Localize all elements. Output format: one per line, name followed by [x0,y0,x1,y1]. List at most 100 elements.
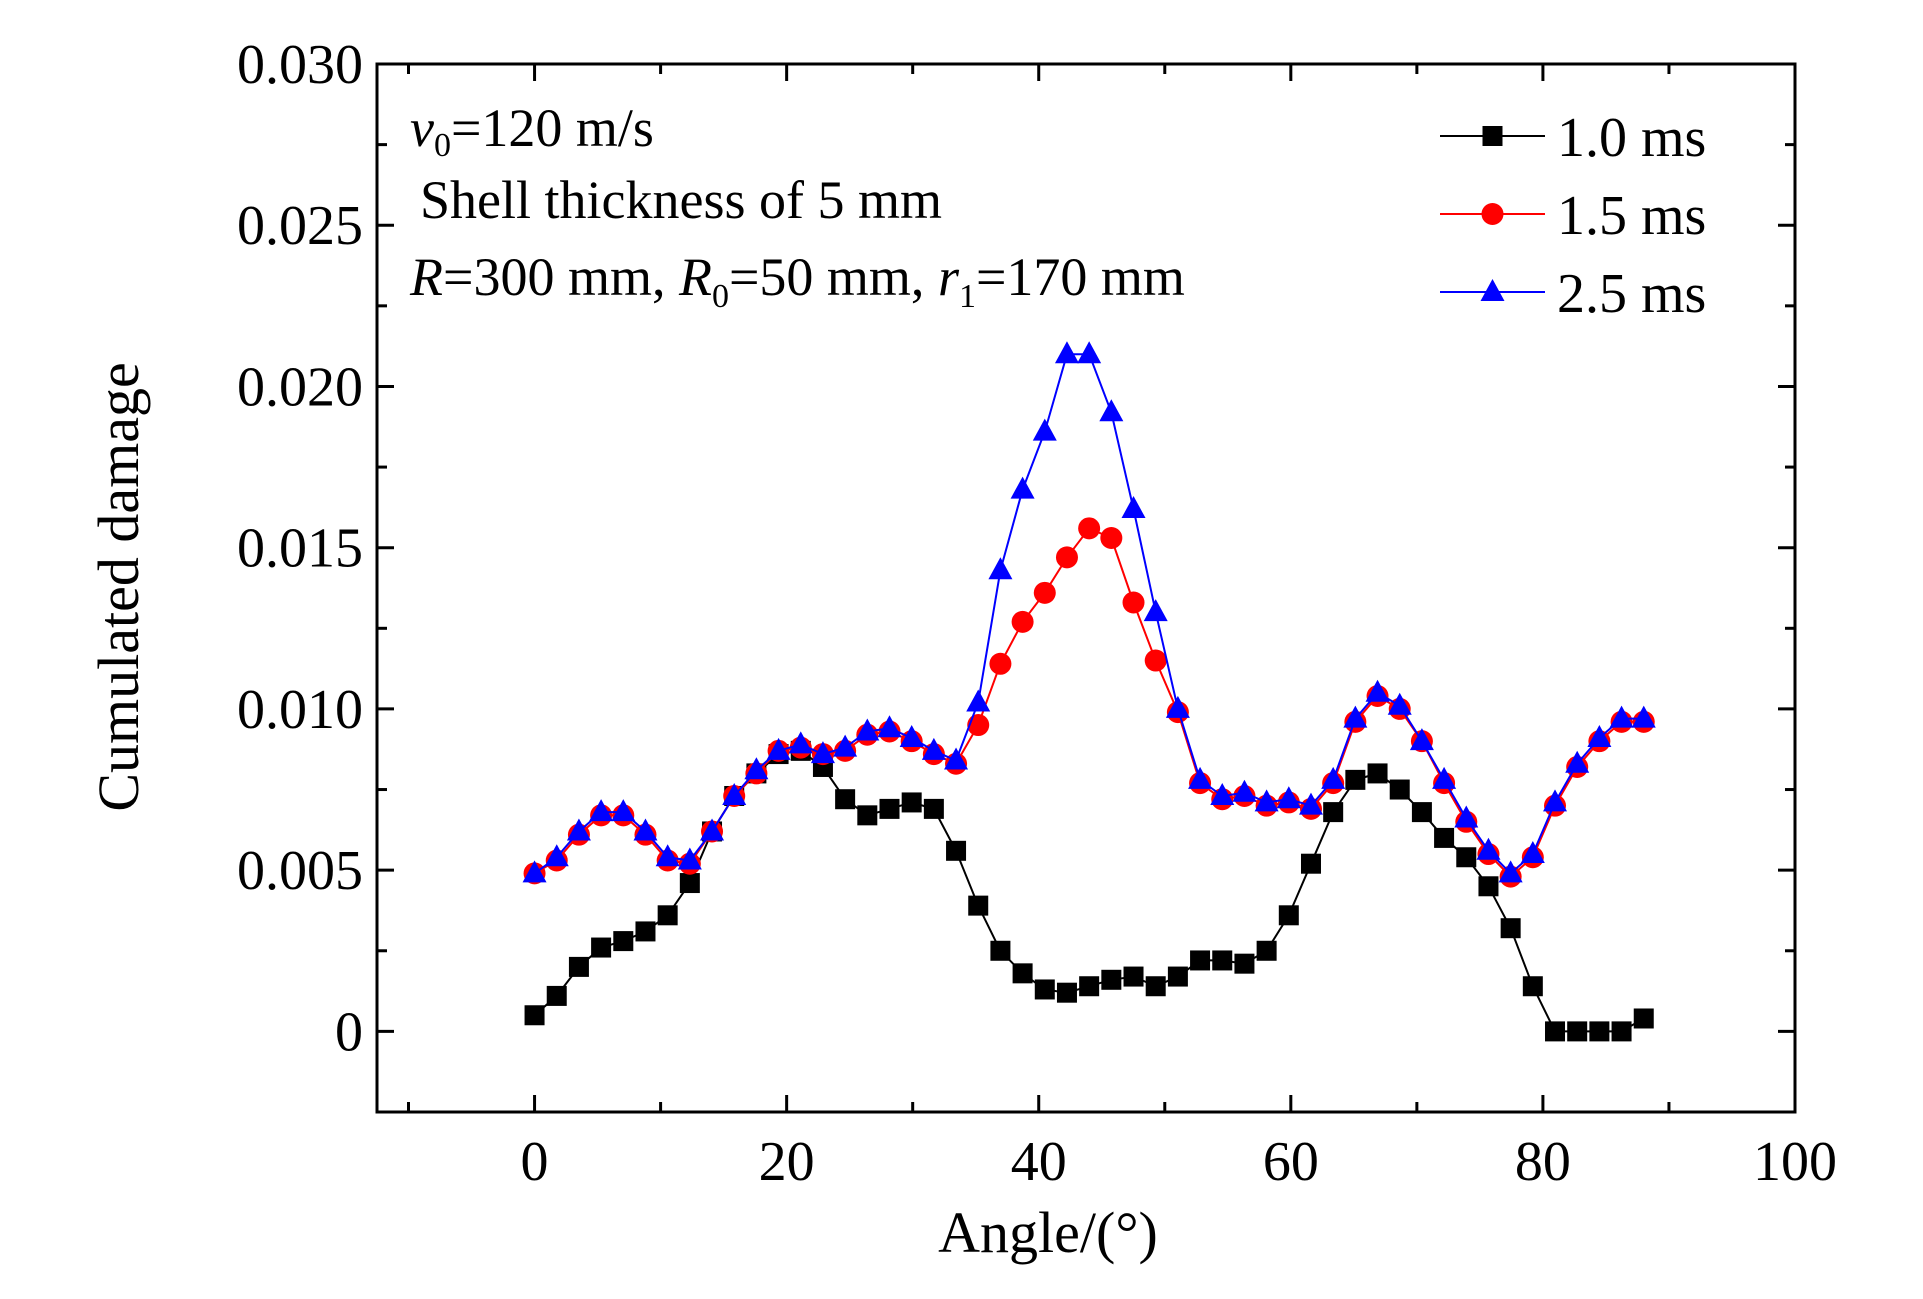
data-point [1101,969,1122,990]
legend-marker [1482,126,1503,146]
data-point [877,715,902,738]
x-tick-label: 20 [759,1131,815,1193]
x-tick-label: 60 [1263,1131,1319,1193]
data-point [855,718,880,741]
y-tick-label: 0.020 [237,356,363,418]
data-point [1232,779,1257,802]
data-point [1631,705,1656,728]
data-point [1520,841,1545,864]
annotation-velocity-value: =120 m/s [451,98,654,158]
data-point [1611,1021,1632,1042]
data-point [1276,786,1301,809]
data-point [1411,802,1432,823]
data-point [1545,1021,1566,1042]
data-point [1254,789,1279,812]
annotation-block: v0=120 m/s Shell thickness of 5 mm R=300… [409,98,1185,315]
data-point [744,757,769,780]
data-point [1589,1021,1610,1042]
legend-item: 1.0 ms [1440,107,1706,169]
data-point [568,956,589,977]
data-point [857,805,878,826]
annotation-radii: R=300 mm, R0=50 mm, r1=170 mm [409,247,1185,315]
data-point [1033,581,1056,604]
data-point [1122,591,1145,614]
legend-marker [1481,203,1504,225]
data-point [677,847,702,870]
legend-item: 2.5 ms [1440,263,1706,325]
data-point [1500,918,1521,939]
data-point [611,799,636,822]
data-point [1567,1021,1588,1042]
y-axis-title: Cumulated damage [86,362,151,811]
data-point [968,895,989,916]
data-point [1121,495,1146,518]
data-point [1498,860,1523,883]
data-point [1055,546,1078,569]
annotation-r1-subscript: 1 [959,278,976,315]
data-point [1034,979,1055,1000]
data-point [1010,476,1035,499]
data-point [1300,853,1321,874]
data-point [1100,527,1123,550]
data-point [1609,705,1634,728]
data-point [1633,1008,1654,1029]
data-point [901,792,922,813]
annotation-R0-value: =50 mm, [729,247,938,307]
x-tick-label: 0 [521,1131,549,1193]
data-point [835,789,856,810]
data-point [1056,982,1077,1003]
data-point [1167,966,1188,987]
annotation-velocity-symbol: v [410,98,434,158]
data-point [788,731,813,754]
data-point [921,737,946,760]
data-point [1077,341,1102,364]
x-tick-label: 100 [1753,1131,1837,1193]
data-point [1212,950,1233,971]
data-point [1587,724,1612,747]
data-point [522,860,547,883]
data-point [923,798,944,819]
annotation-velocity-subscript: 0 [434,127,451,164]
data-point [566,818,591,841]
legend-label: 2.5 ms [1557,263,1706,325]
data-point [990,940,1011,961]
data-point [879,798,900,819]
data-point [1434,827,1455,848]
data-point [1210,782,1235,805]
data-point [1367,763,1388,784]
data-point [1079,976,1100,997]
data-point [1522,976,1543,997]
data-point [1165,695,1190,718]
data-point [1234,953,1255,974]
data-point [655,844,680,867]
data-point [1256,940,1277,961]
data-point [524,1005,545,1026]
series-triangle [522,341,1656,883]
data-point [766,737,791,760]
y-tick-label: 0.030 [237,34,363,96]
data-point [633,818,658,841]
series-layer [522,341,1656,1042]
data-point [1278,905,1299,926]
data-point [546,985,567,1006]
legend-marker [1480,279,1505,301]
data-point [1145,976,1166,997]
data-point [1565,750,1590,773]
data-point [1123,966,1144,987]
legend-label: 1.5 ms [1557,185,1706,247]
data-point [1456,847,1477,868]
data-point [1321,766,1346,789]
data-point [679,873,700,894]
data-point [1190,950,1211,971]
data-point [989,652,1012,675]
data-point [944,747,969,770]
data-point [1345,769,1366,790]
data-point [1543,789,1568,812]
x-tick-label: 80 [1515,1131,1571,1193]
ticks-layer: 0 20 40 60 80 10000.0050.0100.0150.0200.0250.… [237,34,1837,1193]
data-point [1188,766,1213,789]
data-point [946,840,967,861]
data-point [1389,779,1410,800]
